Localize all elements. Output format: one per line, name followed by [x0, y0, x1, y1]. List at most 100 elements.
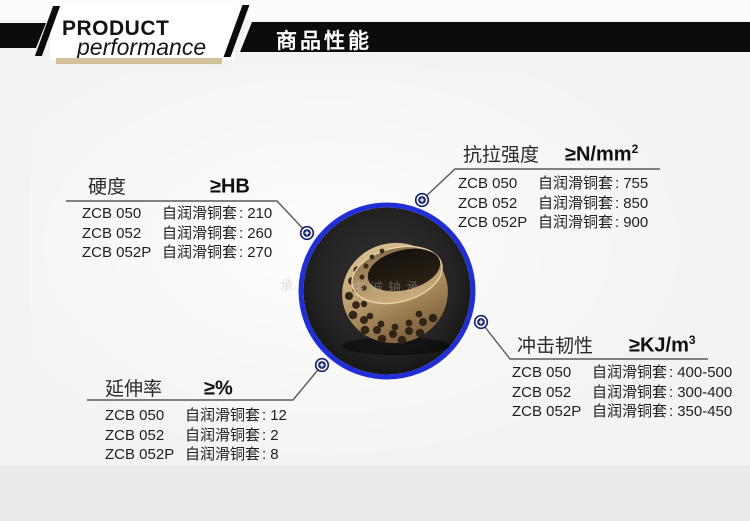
- photo-watermark: 中诚轴承: [352, 280, 424, 295]
- model-name: ZCB 052: [82, 224, 142, 242]
- photo-blue-ring: [298, 202, 476, 380]
- model-name: ZCB 050: [105, 407, 165, 424]
- callout-title: 硬度: [88, 177, 127, 198]
- spec-row: ZCB 050 自润滑铜套 : 12: [105, 406, 287, 426]
- unit-base: ≥HB: [210, 176, 250, 198]
- product-type-label: 自润滑铜套: [538, 194, 614, 212]
- spec-value: 300-400: [677, 383, 733, 401]
- unit-superscript: 3: [688, 333, 696, 348]
- spec-row: ZCB 050 自润滑铜套 : 400-500: [512, 363, 732, 383]
- spec-row: ZCB 052P 自润滑铜套 : 8: [105, 445, 287, 465]
- background-bottom-strip: [0, 465, 750, 521]
- separator: :: [669, 364, 674, 381]
- separator: :: [669, 403, 674, 420]
- spec-value: 270: [247, 244, 273, 261]
- callout-header: 冲击韧性 ≥KJ/m3: [505, 331, 732, 357]
- spec-row: ZCB 052P 自润滑铜套 : 270: [82, 243, 272, 263]
- callout-elongation: 延伸率 ≥% ZCB 050 自润滑铜套 : 12 ZCB 052 自润滑铜套 …: [84, 374, 287, 465]
- spec-rows: ZCB 050 自润滑铜套 : 400-500 ZCB 052 自润滑铜套 : …: [505, 363, 732, 422]
- model-name: ZCB 050: [512, 364, 572, 381]
- callout-unit: ≥KJ/m3: [629, 333, 696, 358]
- separator: :: [669, 383, 674, 401]
- connector-line-hardness: [66, 200, 308, 234]
- product-type-label: 自润滑铜套: [185, 426, 261, 444]
- model-name: ZCB 050: [458, 175, 518, 192]
- brand-product-text: PRODUCT: [62, 17, 170, 40]
- spec-row: ZCB 052P 自润滑铜套 : 900: [458, 213, 648, 233]
- connector-lines: [66, 168, 708, 401]
- hotspot-marker-elongation: [314, 357, 330, 373]
- hotspot-marker-hardness: [299, 225, 315, 241]
- separator: :: [262, 426, 267, 444]
- callout-title: 抗拉强度: [463, 145, 540, 166]
- callout-unit: ≥%: [204, 376, 233, 401]
- unit-base: ≥N/mm: [565, 144, 632, 166]
- separator: :: [262, 407, 267, 424]
- product-type-label: 自润滑铜套: [185, 446, 261, 463]
- spec-row: ZCB 050 自润滑铜套 : 755: [458, 174, 648, 194]
- unit-superscript: 2: [631, 142, 639, 157]
- model-name: ZCB 052P: [82, 244, 152, 261]
- product-type-label: 自润滑铜套: [162, 244, 238, 261]
- spec-row: ZCB 052 自润滑铜套 : 300-400: [512, 383, 732, 403]
- spec-value: 350-450: [677, 403, 733, 420]
- separator: :: [239, 244, 244, 261]
- product-type-label: 自润滑铜套: [538, 214, 614, 231]
- separator: :: [615, 175, 620, 192]
- brand-panel: [50, 3, 235, 60]
- spec-value: 850: [623, 194, 649, 212]
- page-title: 商品性能: [276, 30, 372, 53]
- spec-value: 260: [247, 224, 273, 242]
- inner-wall-dots: [359, 248, 385, 291]
- spec-value: 12: [270, 407, 287, 424]
- brand-underline: [56, 58, 222, 64]
- header-bar: [240, 22, 750, 52]
- callout-title: 延伸率: [105, 379, 163, 400]
- product-type-label: 自润滑铜套: [592, 364, 668, 381]
- spec-rows: ZCB 050 自润滑铜套 : 210 ZCB 052 自润滑铜套 : 260 …: [64, 204, 272, 263]
- spec-value: 900: [623, 214, 649, 231]
- background-watermark: 承: [280, 278, 293, 293]
- connector-line-tensile: [421, 168, 660, 201]
- spec-row: ZCB 052 自润滑铜套 : 2: [105, 426, 287, 446]
- spec-value: 8: [270, 446, 279, 463]
- separator: :: [262, 446, 267, 463]
- spec-rows: ZCB 050 自润滑铜套 : 12 ZCB 052 自润滑铜套 : 2 ZCB…: [84, 406, 287, 465]
- product-type-label: 自润滑铜套: [162, 205, 238, 222]
- callout-impact-toughness: 冲击韧性 ≥KJ/m3 ZCB 050 自润滑铜套 : 400-500 ZCB …: [505, 331, 732, 422]
- model-name: ZCB 052P: [105, 446, 175, 463]
- separator: :: [239, 224, 244, 242]
- model-name: ZCB 052: [458, 194, 518, 212]
- model-name: ZCB 052P: [458, 214, 528, 231]
- spec-row: ZCB 052 自润滑铜套 : 260: [82, 224, 272, 244]
- callout-unit: ≥HB: [210, 174, 250, 199]
- product-type-label: 自润滑铜套: [162, 224, 238, 242]
- hotspot-marker-impact: [473, 314, 489, 330]
- separator: :: [615, 214, 620, 231]
- spec-value: 400-500: [677, 364, 733, 381]
- connector-line-impact: [480, 321, 708, 360]
- spec-row: ZCB 052P 自润滑铜套 : 350-450: [512, 402, 732, 422]
- spec-row: ZCB 052 自润滑铜套 : 850: [458, 194, 648, 214]
- separator: :: [615, 194, 620, 212]
- product-type-label: 自润滑铜套: [592, 383, 668, 401]
- callout-unit: ≥N/mm2: [565, 142, 638, 167]
- spec-value: 210: [247, 205, 273, 222]
- connector-line-elongation: [87, 364, 323, 401]
- bronze-bushing-image: [342, 242, 450, 355]
- callout-tensile-strength: 抗拉强度 ≥N/mm2 ZCB 050 自润滑铜套 : 755 ZCB 052 …: [440, 140, 648, 233]
- spec-value: 755: [623, 175, 649, 192]
- product-photo: 中诚轴承: [298, 202, 476, 380]
- model-name: ZCB 052P: [512, 403, 582, 420]
- spec-rows: ZCB 050 自润滑铜套 : 755 ZCB 052 自润滑铜套 : 850 …: [440, 174, 648, 233]
- brand-performance-text: performance: [77, 34, 207, 60]
- callout-hardness: 硬度 ≥HB ZCB 050 自润滑铜套 : 210 ZCB 052 自润滑铜套…: [64, 172, 272, 263]
- model-name: ZCB 052: [512, 383, 572, 401]
- model-name: ZCB 052: [105, 426, 165, 444]
- spec-row: ZCB 050 自润滑铜套 : 210: [82, 204, 272, 224]
- separator: :: [239, 205, 244, 222]
- callout-header: 抗拉强度 ≥N/mm2: [440, 140, 648, 166]
- hotspot-marker-tensile: [414, 192, 430, 208]
- callout-header: 硬度 ≥HB: [64, 172, 272, 198]
